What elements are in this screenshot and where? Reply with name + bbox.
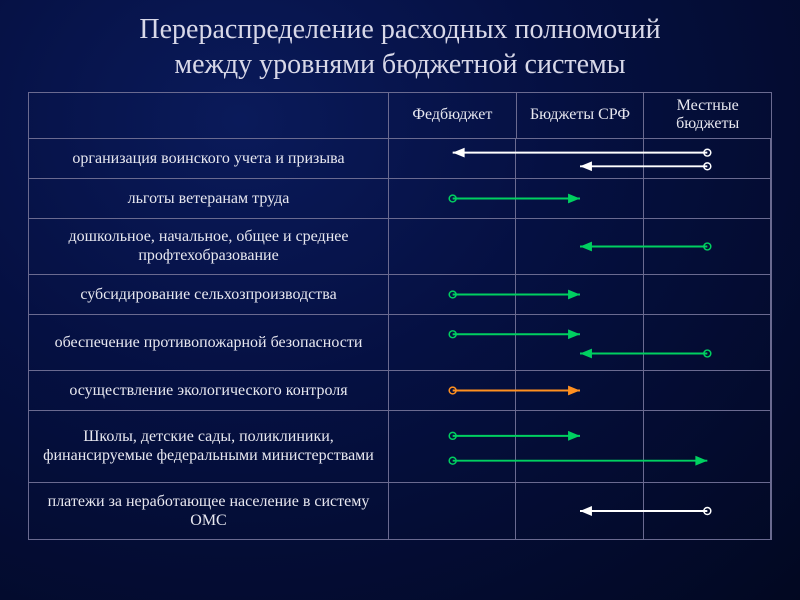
cell: [516, 315, 643, 370]
row-label: Школы, детские сады, поликлиники, финанс…: [29, 411, 389, 482]
cell: [516, 371, 643, 410]
table-row: платежи за неработающее население в сист…: [29, 483, 771, 539]
row-label: субсидирование сельхозпроизводства: [29, 275, 389, 314]
cell: [389, 483, 516, 539]
cell: [389, 179, 516, 218]
cell: [389, 371, 516, 410]
cell: [389, 139, 516, 178]
cell: [644, 483, 771, 539]
header-blank: [29, 93, 389, 138]
row-label: платежи за неработающее население в сист…: [29, 483, 389, 539]
cell: [644, 275, 771, 314]
col-header-local: Местные бюджеты: [644, 93, 771, 138]
page-title: Перераспределение расходных полномочий м…: [0, 0, 800, 92]
row-label: дошкольное, начальное, общее и среднее п…: [29, 219, 389, 274]
title-line-1: Перераспределение расходных полномочий: [139, 14, 660, 45]
table-row: льготы ветеранам труда: [29, 179, 771, 219]
cell: [389, 315, 516, 370]
cell: [516, 275, 643, 314]
cell: [516, 139, 643, 178]
cell: [516, 483, 643, 539]
cell: [389, 219, 516, 274]
cell: [389, 411, 516, 482]
table-row: субсидирование сельхозпроизводства: [29, 275, 771, 315]
table-row: осуществление экологического контроля: [29, 371, 771, 411]
authority-table: Федбюджет Бюджеты СРФ Местные бюджеты ор…: [28, 92, 772, 540]
table-row: Школы, детские сады, поликлиники, финанс…: [29, 411, 771, 483]
cell: [644, 139, 771, 178]
row-label: организация воинского учета и призыва: [29, 139, 389, 178]
cell: [644, 219, 771, 274]
table-row: обеспечение противопожарной безопасности: [29, 315, 771, 371]
table-header-row: Федбюджет Бюджеты СРФ Местные бюджеты: [29, 93, 771, 139]
cell: [516, 179, 643, 218]
table-row: дошкольное, начальное, общее и среднее п…: [29, 219, 771, 275]
cell: [644, 411, 771, 482]
row-label: льготы ветеранам труда: [29, 179, 389, 218]
cell: [644, 179, 771, 218]
table-row: организация воинского учета и призыва: [29, 139, 771, 179]
cell: [516, 219, 643, 274]
cell: [644, 371, 771, 410]
col-header-fed: Федбюджет: [389, 93, 517, 138]
cell: [644, 315, 771, 370]
title-line-2: между уровнями бюджетной системы: [174, 49, 625, 80]
cell: [516, 411, 643, 482]
row-label: осуществление экологического контроля: [29, 371, 389, 410]
col-header-srf: Бюджеты СРФ: [517, 93, 645, 138]
cell: [389, 275, 516, 314]
row-label: обеспечение противопожарной безопасности: [29, 315, 389, 370]
